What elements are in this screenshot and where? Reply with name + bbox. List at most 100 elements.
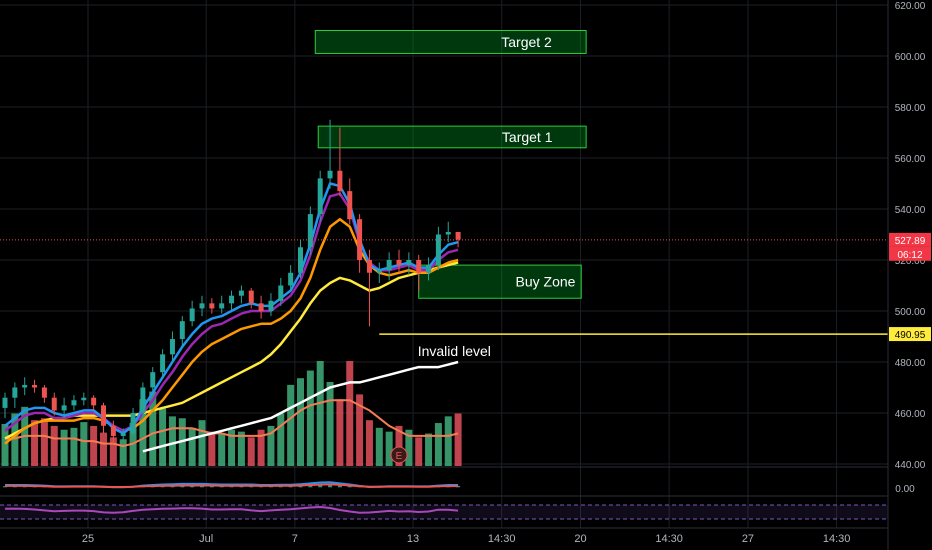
volume-bar-41	[405, 429, 413, 466]
volume-bar-34	[336, 399, 344, 466]
candle-body-46	[455, 231, 461, 240]
candle-body-40	[396, 260, 402, 266]
moving-average-lines	[4, 182, 459, 453]
volume-bar-24	[237, 431, 245, 466]
annotations: Invalid level E	[0, 239, 888, 464]
volume-bar-9	[90, 425, 98, 466]
volume-bar-30	[297, 378, 304, 466]
price-tick-7: 480.00	[895, 358, 926, 369]
zone-boxes: Target 2 Target 1 Buy Zone	[314, 30, 587, 299]
candle-body-30	[298, 247, 303, 273]
invalid-level-label: Invalid level	[418, 343, 491, 359]
volume-bar-7	[70, 427, 78, 466]
zone-label-0: Target 2	[501, 34, 552, 50]
volume-ma-line	[5, 399, 459, 448]
volume-bar-31	[306, 370, 314, 466]
time-tick-0: 25	[82, 533, 94, 545]
candle-body-15	[150, 372, 156, 388]
earnings-marker	[390, 446, 408, 464]
volume-bar-16	[159, 408, 167, 466]
ma-yellow-line	[4, 261, 459, 440]
volume-bar-39	[385, 431, 393, 466]
candle-body-31	[307, 214, 313, 248]
candle-body-0	[2, 397, 8, 408]
candle-body-44	[435, 234, 441, 266]
rsi-band	[0, 505, 888, 519]
price-tick-0: 620.00	[895, 1, 926, 12]
price-tick-6: 500.00	[895, 307, 926, 318]
candle-body-1	[12, 387, 18, 398]
candle-body-8	[81, 397, 87, 401]
candle-body-25	[248, 290, 254, 304]
time-tick-4: 14:30	[488, 533, 516, 545]
candle-body-2	[22, 384, 28, 388]
volume-bar-17	[168, 416, 176, 466]
price-badge-label-1: 06:12	[897, 250, 922, 261]
candle-body-28	[278, 285, 284, 301]
candle-body-39	[386, 260, 392, 271]
volume-bar-12	[119, 439, 127, 466]
zone-label-1: Target 1	[502, 129, 553, 145]
candle-body-14	[140, 387, 146, 413]
rsi-line	[4, 505, 459, 514]
candle-body-13	[130, 413, 136, 434]
volume-bar-27	[267, 425, 275, 466]
candle-body-43	[426, 265, 432, 273]
candle-body-12	[120, 433, 126, 436]
volume-bar-35	[346, 361, 354, 466]
volume-bar-37	[365, 420, 373, 466]
candle-body-7	[71, 400, 77, 406]
volume-bar-19	[188, 427, 196, 466]
volume-bar-43	[425, 433, 433, 466]
price-badge-label-0: 527.89	[895, 236, 926, 247]
price-tick-8: 460.00	[895, 409, 926, 420]
candle-body-16	[160, 354, 166, 373]
price-badge-bg-1	[889, 246, 931, 261]
candle-body-41	[406, 260, 412, 266]
candle-body-3	[32, 384, 38, 388]
volume-bar-3	[31, 420, 39, 466]
price-tick-1: 600.00	[895, 52, 926, 63]
axes: 620.00 600.00 580.00 560.00 540.00 520.00 500.…	[82, 0, 926, 550]
volume-bar-45	[444, 416, 452, 466]
volume-bar-20	[198, 420, 206, 466]
candle-body-20	[199, 303, 205, 309]
candle-body-18	[179, 321, 185, 340]
price-tick-3: 560.00	[895, 154, 926, 165]
volume-bar-33	[326, 382, 334, 466]
earnings-marker-glyph: E	[396, 451, 403, 462]
volume-bar-11	[109, 437, 117, 466]
candle-body-11	[110, 425, 116, 436]
candle-body-29	[288, 272, 294, 286]
candle-body-17	[169, 339, 175, 355]
osc-hist-31	[308, 485, 313, 488]
time-tick-2: 7	[292, 533, 298, 545]
time-tick-7: 27	[742, 533, 754, 545]
volume-bar-36	[356, 394, 364, 466]
candle-body-6	[61, 405, 67, 411]
volume-bar-32	[316, 361, 324, 466]
volume-bar-4	[40, 418, 48, 466]
price-badge-bg-2	[889, 327, 931, 342]
price-tick-9: 440.00	[895, 460, 926, 471]
candle-body-34	[337, 170, 343, 192]
time-tick-5: 20	[574, 533, 586, 545]
volume-bar-0	[1, 424, 9, 466]
volume-bar-25	[247, 437, 255, 466]
candle-body-5	[51, 397, 57, 411]
volume-bar-10	[100, 432, 107, 466]
candle-body-45	[445, 231, 451, 235]
candle-body-26	[258, 303, 264, 311]
candle-body-42	[416, 260, 422, 273]
volume-bar-21	[208, 431, 216, 466]
volume-bar-8	[80, 422, 88, 466]
price-tick-2: 580.00	[895, 103, 926, 114]
candle-body-33	[327, 170, 333, 179]
candle-body-21	[209, 303, 215, 309]
candle-body-19	[189, 308, 195, 322]
candle-body-35	[347, 191, 353, 220]
zone-box-0	[314, 30, 587, 54]
osc-tick-0: 0.00	[895, 484, 915, 495]
volume-bars	[1, 361, 462, 466]
